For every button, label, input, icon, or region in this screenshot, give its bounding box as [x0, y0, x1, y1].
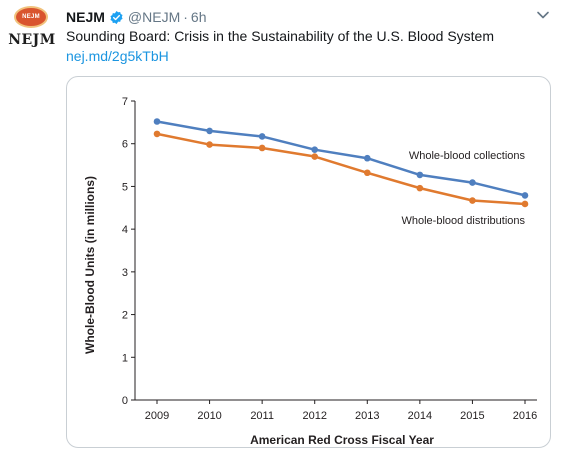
x-tick-label: 2010 [197, 410, 221, 422]
series-line-distributions [156, 132, 526, 206]
series-label-collections: Whole-blood collections [409, 150, 526, 162]
y-tick-label: 0 [122, 395, 128, 407]
data-point-collections [311, 146, 319, 153]
separator-dot: · [183, 9, 188, 25]
chevron-down-icon[interactable] [536, 8, 550, 22]
x-axis-label: American Red Cross Fiscal Year [250, 433, 434, 447]
author-handle[interactable]: @NEJM [127, 9, 181, 25]
x-tick-label: 2011 [250, 410, 274, 422]
tweet-text: Sounding Board: Crisis in the Sustainabi… [66, 28, 494, 44]
series-line-collections [156, 120, 526, 197]
line-chart: 0 1 2 3 4 5 6 7 2009 2010 2011 2012 2013 2014 2015 201… [83, 96, 537, 447]
x-tick-label: 2012 [302, 410, 326, 422]
data-point-distributions [521, 200, 529, 208]
data-point-distributions [363, 169, 371, 177]
data-point-distributions [258, 144, 266, 152]
avatar-seal-icon: NEJM [14, 6, 48, 28]
data-point-distributions [153, 130, 161, 138]
y-tick-label: 1 [122, 352, 128, 364]
chart-card[interactable]: 0 1 2 3 4 5 6 7 2009 2010 2011 2012 2013 2014 2015 201… [66, 76, 551, 448]
data-point-distributions [206, 141, 213, 148]
data-point-collections [469, 179, 476, 186]
x-tick-label: 2015 [460, 410, 484, 422]
x-tick-label: 2009 [145, 410, 169, 422]
data-point-distributions [469, 197, 476, 204]
verified-badge-icon [109, 10, 124, 25]
data-point-collections [153, 118, 161, 125]
data-point-collections [363, 154, 371, 162]
y-tick-label: 4 [122, 224, 128, 236]
tweet-header: NEJM @NEJM · 6h [66, 8, 206, 26]
series-label-distributions: Whole-blood distributions [401, 215, 525, 227]
tweet-timestamp[interactable]: 6h [190, 9, 207, 25]
y-axis-label: Whole-Blood Units (in millions) [83, 176, 97, 354]
data-point-distributions [311, 153, 319, 160]
y-tick-label: 6 [122, 139, 128, 151]
data-point-collections [258, 133, 266, 140]
y-tick-label: 5 [122, 181, 128, 193]
avatar[interactable]: NEJM NEJM [8, 6, 56, 54]
x-axis: 2009 2010 2011 2012 2013 2014 2015 2016 [135, 399, 537, 422]
avatar-logo-text: NEJM [8, 32, 56, 48]
x-tick-label: 2013 [355, 410, 379, 422]
data-point-distributions [416, 184, 424, 192]
y-tick-label: 7 [122, 96, 128, 108]
data-point-collections [521, 192, 529, 199]
tweet-link[interactable]: nej.md/2g5kTbH [66, 48, 169, 64]
series-layer [153, 118, 529, 208]
x-tick-label: 2016 [513, 410, 537, 422]
y-tick-label: 3 [122, 267, 128, 279]
data-point-collections [416, 171, 424, 179]
y-tick-label: 2 [122, 310, 128, 322]
x-tick-label: 2014 [408, 410, 432, 422]
data-point-collections [206, 127, 213, 135]
author-name[interactable]: NEJM [66, 9, 105, 25]
y-axis: 0 1 2 3 4 5 6 7 [122, 96, 136, 407]
